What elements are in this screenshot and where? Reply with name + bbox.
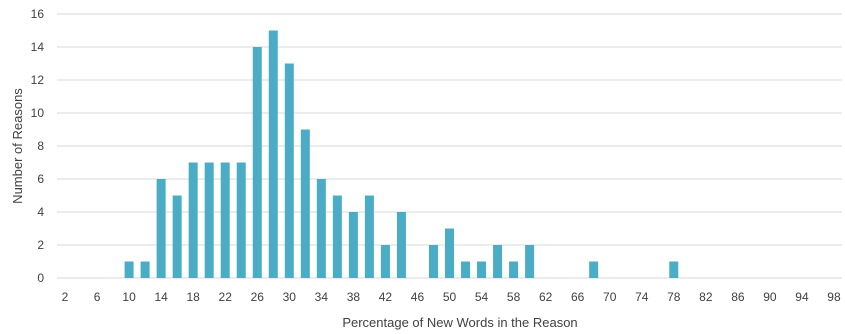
y-tick-label: 0 (37, 271, 44, 285)
x-tick-label: 38 (347, 290, 361, 304)
x-tick-label: 50 (443, 290, 457, 304)
x-tick-label: 18 (186, 290, 200, 304)
bar-58 (509, 261, 519, 278)
x-tick-label: 98 (827, 290, 841, 304)
x-tick-label: 22 (219, 290, 233, 304)
x-tick-label: 10 (122, 290, 136, 304)
bar-40 (364, 195, 374, 278)
bar-78 (669, 261, 679, 278)
bar-12 (140, 261, 150, 278)
x-tick-label: 6 (94, 290, 101, 304)
bar-14 (156, 179, 166, 278)
x-tick-label: 34 (315, 290, 329, 304)
x-tick-label: 86 (731, 290, 745, 304)
y-tick-label: 8 (37, 139, 44, 153)
x-tick-label: 78 (667, 290, 681, 304)
x-tick-label: 82 (699, 290, 713, 304)
x-tick-label: 30 (283, 290, 297, 304)
bar-16 (172, 195, 182, 278)
bars (124, 30, 679, 278)
bar-24 (236, 162, 246, 278)
x-tick-label: 2 (62, 290, 69, 304)
grid-lines (57, 13, 842, 279)
y-tick-label: 10 (31, 106, 45, 120)
y-tick-label: 6 (37, 172, 44, 186)
y-tick-label: 4 (37, 205, 44, 219)
y-axis-label: Number of Reasons (10, 88, 25, 204)
bar-26 (252, 47, 262, 278)
x-tick-label: 94 (795, 290, 809, 304)
bar-38 (348, 212, 358, 278)
bar-32 (300, 129, 310, 278)
bar-44 (396, 212, 406, 278)
bar-68 (589, 261, 599, 278)
y-tick-labels: 0 2 4 6 8 10 12 14 16 (31, 7, 45, 285)
bar-48 (428, 245, 438, 278)
x-tick-label: 90 (763, 290, 777, 304)
x-tick-label: 42 (379, 290, 393, 304)
x-tick-label: 74 (635, 290, 649, 304)
x-tick-label: 14 (154, 290, 168, 304)
x-tick-label: 46 (411, 290, 425, 304)
bar-34 (316, 179, 326, 278)
bar-18 (188, 162, 198, 278)
y-tick-label: 14 (31, 40, 45, 54)
x-tick-labels: 2 6 10 14 18 22 26 30 34 38 42 46 50 54 58 62 66 70 74 78 82… (62, 290, 841, 304)
bar-10 (124, 261, 134, 278)
y-tick-label: 16 (31, 7, 45, 21)
x-tick-label: 70 (603, 290, 617, 304)
x-tick-label: 54 (475, 290, 489, 304)
bar-42 (380, 245, 390, 278)
bar-30 (284, 63, 294, 278)
bar-54 (477, 261, 487, 278)
x-tick-label: 66 (571, 290, 585, 304)
bar-20 (204, 162, 214, 278)
bar-56 (493, 245, 503, 278)
bar-60 (525, 245, 535, 278)
bar-22 (220, 162, 230, 278)
bar-28 (268, 30, 278, 278)
x-tick-label: 62 (539, 290, 553, 304)
y-tick-label: 2 (37, 238, 44, 252)
bar-50 (445, 228, 454, 278)
x-tick-label: 58 (507, 290, 521, 304)
bar-52 (461, 261, 471, 278)
y-tick-label: 12 (31, 73, 45, 87)
x-tick-label: 26 (251, 290, 265, 304)
bar-36 (332, 195, 342, 278)
x-axis-label: Percentage of New Words in the Reason (342, 315, 577, 330)
